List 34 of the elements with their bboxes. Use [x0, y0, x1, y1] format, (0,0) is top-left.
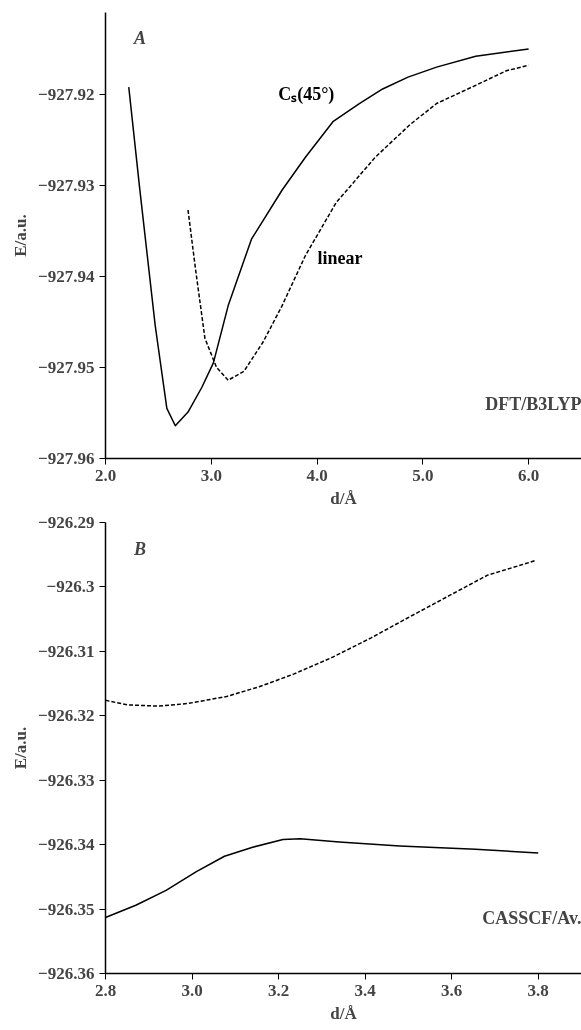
y-tick-label: −927.92 [38, 84, 95, 104]
x-tick-label: 3.0 [200, 465, 222, 485]
x-tick-label: 6.0 [517, 465, 540, 485]
y-tick-label: −926.29 [38, 513, 95, 532]
y-tick-label: −927.93 [38, 175, 95, 195]
annotation: CASSCF/Av. [482, 908, 581, 929]
x-tick-label: 3.2 [267, 980, 290, 1000]
annotation: B [133, 538, 147, 559]
annotation: DFT/B3LYP [485, 393, 581, 414]
x-tick-label: 2.0 [94, 465, 117, 485]
x-axis-title: d/Å [330, 1003, 358, 1023]
x-tick-label: 3.8 [527, 980, 549, 1000]
y-tick-label: −926.3 [46, 577, 95, 597]
y-tick-label: −926.36 [38, 964, 95, 983]
x-tick-label: 5.0 [412, 465, 434, 485]
x-tick-label: 4.0 [306, 465, 328, 485]
y-tick-label: −926.35 [38, 899, 95, 919]
y-tick-label: −926.34 [38, 835, 95, 855]
x-tick-label: 2.8 [94, 980, 117, 1000]
y-tick-label: −927.96 [38, 449, 95, 468]
series-label: linear [317, 247, 363, 268]
y-tick-label: −927.94 [38, 266, 95, 286]
y-axis-title: E/a.u. [11, 726, 31, 770]
y-tick-label: −926.31 [38, 641, 95, 661]
y-axis-title: E/a.u. [11, 214, 31, 257]
x-tick-label: 3.4 [354, 980, 377, 1000]
x-axis-title: d/Å [330, 488, 358, 508]
x-tick-label: 3.6 [441, 980, 463, 1000]
annotation: A [133, 28, 147, 49]
series-label: Cₛ(45°) [278, 83, 335, 105]
x-tick-label: 3.0 [181, 980, 203, 1000]
y-tick-label: −927.95 [38, 357, 95, 377]
y-tick-label: −926.33 [38, 770, 95, 790]
y-tick-label: −926.32 [38, 706, 95, 726]
